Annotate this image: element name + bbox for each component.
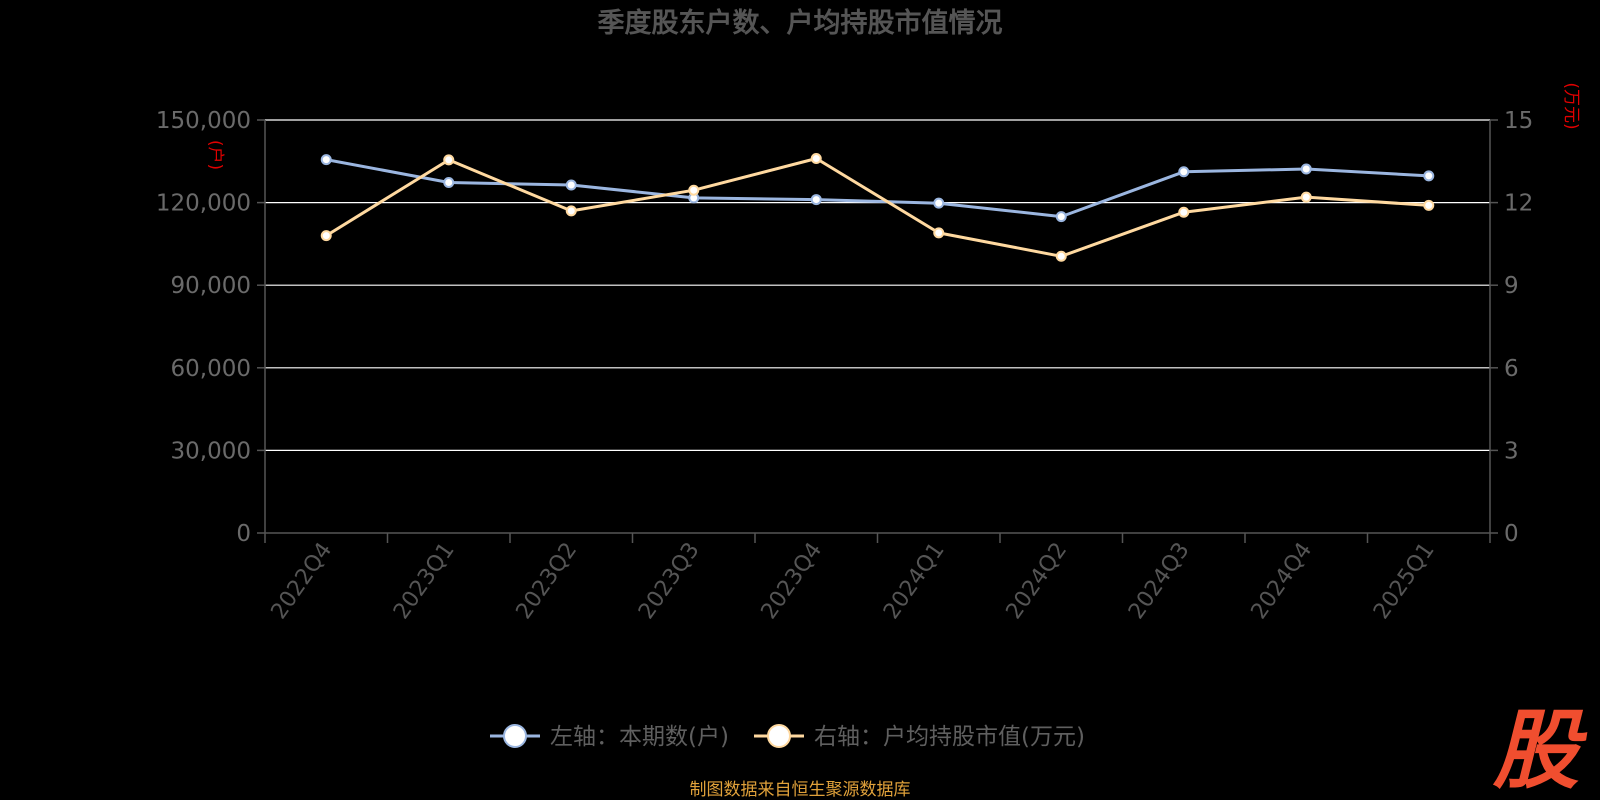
data-point-left-2025Q1[interactable] (1423, 170, 1435, 182)
right-axis-tick-label: 6 (1504, 356, 1519, 382)
right-axis-tick-label: 15 (1504, 108, 1533, 134)
right-axis-tick-label: 3 (1504, 438, 1519, 464)
data-point-left-2022Q4[interactable] (320, 154, 332, 166)
left-axis-tick-label: 150,000 (156, 108, 251, 134)
right-axis-unit-label: (万元) (1561, 82, 1581, 129)
data-point-left-2024Q4[interactable] (1300, 163, 1312, 175)
legend-item-left-series[interactable]: 左轴：本期数(户) (490, 724, 729, 750)
legend-label-right: 右轴：户均持股市值(万元) (814, 724, 1085, 750)
data-point-right-2024Q2[interactable] (1055, 250, 1067, 262)
left-axis-tick-label: 60,000 (171, 356, 251, 382)
right-axis-tick-label: 12 (1504, 191, 1533, 217)
data-point-right-2023Q2[interactable] (565, 205, 577, 217)
left-axis-unit-label: (户) (205, 140, 225, 170)
chart-title: 季度股东户数、户均持股市值情况 (598, 7, 1003, 39)
data-point-left-2024Q3[interactable] (1178, 166, 1190, 178)
left-axis-tick-label: 30,000 (171, 438, 251, 464)
data-point-right-2023Q3[interactable] (688, 184, 700, 196)
series-layer (320, 153, 1435, 262)
right-axis-tick-label: 0 (1504, 521, 1519, 547)
data-point-left-2024Q1[interactable] (933, 197, 945, 209)
left-axis-tick-label: 0 (236, 521, 251, 547)
series-line-left (326, 158, 1429, 219)
data-point-right-2024Q3[interactable] (1178, 206, 1190, 218)
source-note: 制图数据来自恒生聚源数据库 (690, 780, 911, 800)
legend-item-right-series[interactable]: 右轴：户均持股市值(万元) (754, 724, 1085, 750)
right-axis-tick-label: 9 (1504, 273, 1519, 299)
data-point-right-2024Q4[interactable] (1300, 191, 1312, 203)
data-point-right-2022Q4[interactable] (320, 230, 332, 242)
brand-logo-icon: 股 (1492, 701, 1588, 800)
legend-label-left: 左轴：本期数(户) (550, 724, 729, 750)
series-line-right (325, 157, 1429, 258)
left-axis-tick-label: 120,000 (156, 191, 251, 217)
data-point-right-2023Q1[interactable] (443, 154, 455, 166)
data-point-right-2025Q1[interactable] (1423, 199, 1435, 211)
data-point-left-2023Q1[interactable] (443, 177, 455, 189)
legend: 左轴：本期数(户) 右轴：户均持股市值(万元) (490, 724, 1085, 750)
data-point-left-2024Q2[interactable] (1055, 211, 1067, 223)
legend-marker-right (767, 724, 791, 748)
data-point-right-2023Q4[interactable] (810, 153, 822, 165)
data-point-right-2024Q1[interactable] (933, 227, 945, 239)
data-point-left-2023Q4[interactable] (810, 194, 822, 206)
legend-marker-left (503, 724, 527, 748)
left-axis-tick-label: 90,000 (171, 273, 251, 299)
data-point-left-2023Q2[interactable] (565, 179, 577, 191)
